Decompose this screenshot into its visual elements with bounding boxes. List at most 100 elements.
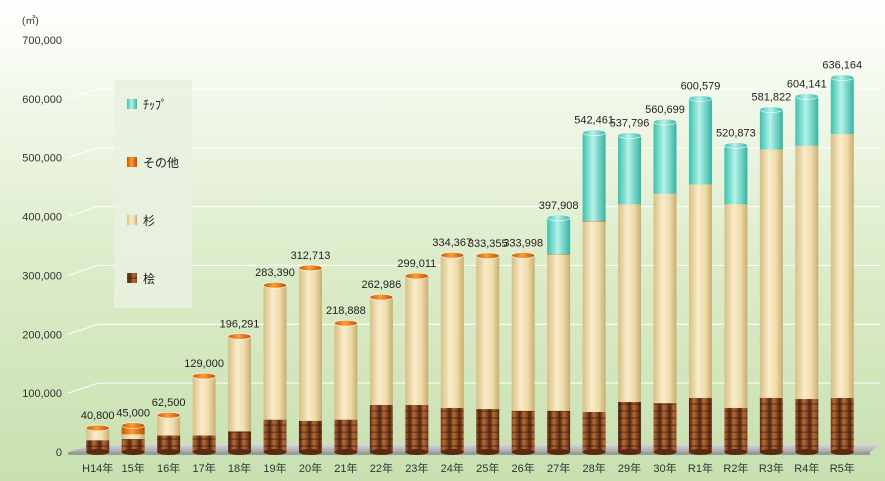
data-label: 581,822 [751, 92, 791, 104]
bar-base [228, 449, 252, 455]
bar-base [547, 449, 571, 455]
gridline-diag [67, 147, 99, 159]
bar-segment-sugi [795, 145, 819, 400]
bar-segment-hinoki [830, 397, 854, 452]
bar-stack [440, 251, 465, 455]
bar-base [86, 449, 110, 455]
data-label: 40,800 [81, 410, 115, 422]
bar-cap [688, 95, 713, 102]
bar-segment-hinoki [157, 435, 181, 452]
chart-floor-edge [68, 452, 870, 455]
bar-cap [546, 214, 571, 222]
legend-label: ﾁｯﾌﾟ [143, 98, 167, 112]
bar-segment-sugi [228, 337, 252, 432]
data-label: 333,998 [503, 237, 543, 249]
bar-cap [830, 74, 855, 81]
bar-segment-hinoki [121, 439, 145, 452]
data-label: 600,579 [681, 81, 721, 93]
bar-stack [759, 106, 784, 455]
bar-segment-sugi [86, 429, 110, 441]
bar-cap [298, 264, 323, 272]
bar-stack [156, 411, 181, 455]
bar-base [759, 449, 783, 455]
bar-stack [475, 252, 500, 455]
bar-segment-hinoki [298, 420, 322, 452]
bar-segment-sugi [759, 149, 783, 398]
gridline-diag [67, 206, 99, 218]
bar-segment-chip [830, 77, 854, 135]
legend-box [114, 80, 192, 308]
x-tick-label: 26年 [512, 461, 535, 475]
x-tick-label: 27年 [547, 461, 570, 475]
bar-segment-hinoki [334, 419, 358, 452]
x-tick-label: H14年 [82, 461, 113, 475]
bar-segment-sugi [653, 193, 677, 404]
bar-base [405, 449, 429, 455]
x-tick-label: R1年 [688, 461, 713, 475]
bar-base [440, 449, 464, 455]
x-tick-label: R5年 [830, 461, 855, 475]
data-label: 520,873 [716, 127, 756, 139]
x-tick-label: 30年 [653, 461, 676, 475]
data-label: 129,000 [184, 358, 224, 370]
x-tick-label: 20年 [299, 461, 322, 475]
bar-base [688, 449, 712, 455]
bar-segment-sugi [298, 269, 322, 421]
bar-cap [511, 252, 535, 259]
bar-base [618, 449, 642, 455]
legend-label: 桧 [143, 271, 155, 286]
bar-segment-sugi [440, 256, 464, 408]
data-label: 196,291 [220, 318, 260, 330]
x-tick-label: 23年 [405, 461, 428, 475]
bar-cap [405, 272, 429, 280]
bar-segment-other [547, 254, 571, 255]
bar-cap [85, 424, 110, 432]
chart-floor [68, 444, 880, 452]
bar-cap [582, 129, 606, 137]
bar-cap [759, 106, 784, 113]
bar-segment-sugi [547, 254, 571, 411]
gridline-diag [67, 264, 99, 276]
bar-cap [121, 422, 145, 429]
bar-segment-hinoki [511, 410, 535, 452]
data-label: 283,390 [255, 267, 295, 279]
legend-label: その他 [143, 156, 179, 170]
bar-base [582, 449, 606, 455]
bar-cap [617, 132, 642, 139]
y-axis-unit: (㎥) [22, 14, 39, 27]
bar-segment-sugi [263, 286, 287, 420]
x-tick-label: 21年 [334, 461, 357, 475]
bar-segment-hinoki [440, 407, 464, 452]
data-label: 62,500 [152, 397, 186, 409]
bar-base [369, 449, 393, 455]
bar-cap [263, 281, 287, 289]
x-tick-label: 29年 [618, 461, 641, 475]
data-label: 560,699 [645, 104, 685, 116]
bar-segment-hinoki [547, 410, 571, 452]
bar-stack [369, 293, 394, 455]
bar-segment-other [582, 221, 606, 222]
bar-cap [334, 319, 358, 327]
bar-base [830, 449, 854, 455]
bar-segment-sugi [334, 323, 358, 420]
x-tick-label: R4年 [794, 461, 819, 475]
bar-cap [440, 251, 465, 259]
x-tick-label: 24年 [441, 461, 464, 475]
bar-segment-chip [724, 145, 748, 205]
bar-stack [830, 74, 855, 455]
bar-segment-hinoki [653, 403, 677, 452]
x-tick-label: R2年 [723, 461, 748, 475]
x-tick-label: R3年 [759, 461, 784, 475]
bar-segment-hinoki [369, 404, 393, 452]
bar-segment-chip [653, 121, 677, 194]
bar-segment-chip [688, 98, 712, 185]
bar-segment-chip [618, 135, 642, 205]
bar-stack [121, 422, 145, 455]
y-tick-label: 300,000 [22, 270, 62, 282]
bar-segment-chip [582, 132, 606, 222]
bar-stack [582, 129, 606, 455]
legend-swatch [127, 99, 137, 109]
legend-swatch [127, 157, 137, 167]
data-label: 312,713 [291, 250, 331, 262]
bar-segment-hinoki [724, 407, 748, 452]
